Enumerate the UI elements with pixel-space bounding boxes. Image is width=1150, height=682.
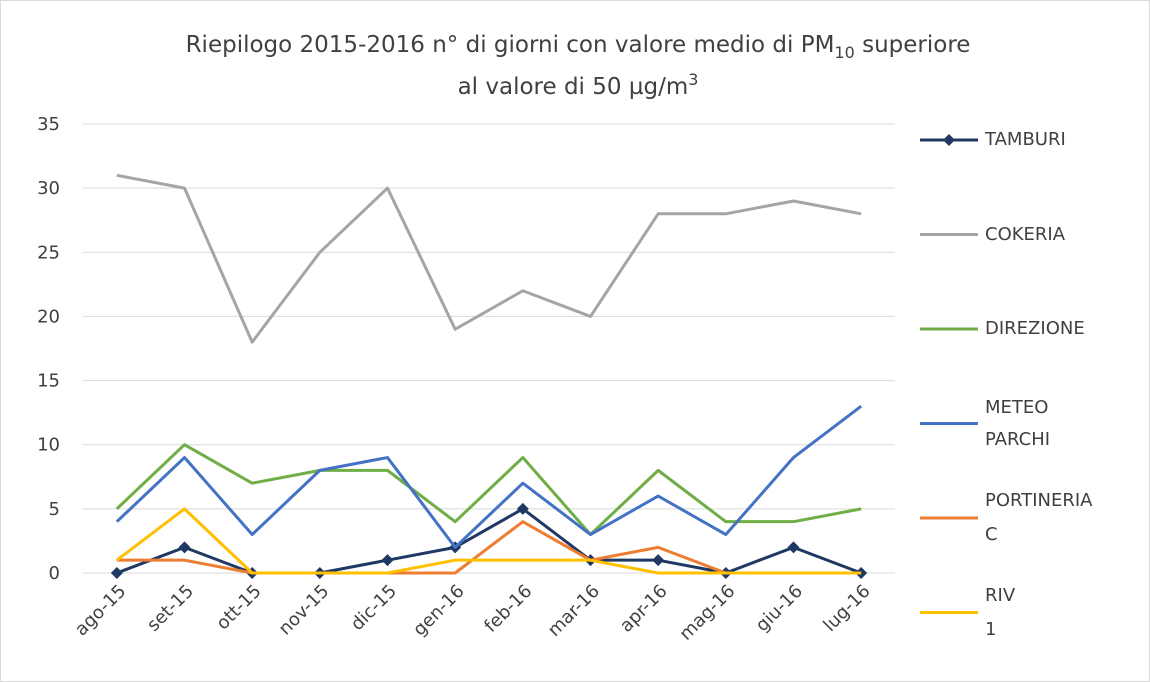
legend-marker (943, 134, 955, 146)
legend-label: DIREZIONE (985, 318, 1085, 339)
legend-label: RIV 1 (985, 584, 1016, 640)
title-part: Riepilogo 2015-2016 n° di giorni con val… (186, 32, 835, 58)
legend-label: PORTINERIA C (985, 490, 1093, 545)
legend-label: METEO PARCHI (985, 396, 1051, 450)
data-point (110, 567, 123, 579)
title-part: al valore di 50 µg/m (458, 74, 689, 100)
data-point (516, 502, 529, 515)
legend-label: COKERIA (985, 223, 1066, 245)
y-tick-label: 0 (49, 563, 60, 584)
series-line (116, 507, 862, 575)
y-tick-label: 30 (37, 178, 60, 199)
data-point (178, 541, 191, 554)
legend-label: TAMBURI (985, 129, 1066, 150)
series-line (115, 507, 862, 575)
data-point (652, 554, 665, 567)
y-tick-label: 25 (37, 242, 60, 263)
series-line (115, 405, 863, 549)
title-superscript: 3 (688, 70, 698, 89)
series-line (116, 173, 862, 344)
y-tick-label: 5 (49, 499, 60, 520)
chart-title: al valore di 50 µg/m3 (458, 70, 699, 100)
data-point (787, 541, 800, 554)
y-tick-label: 15 (37, 371, 60, 392)
title-part: superiore (855, 32, 971, 58)
chart-title: Riepilogo 2015-2016 n° di giorni con val… (186, 32, 971, 62)
y-tick-label: 35 (37, 114, 60, 135)
y-tick-label: 20 (37, 306, 60, 327)
title-subscript: 10 (834, 43, 854, 62)
y-tick-label: 10 (37, 435, 60, 456)
data-point (381, 554, 394, 567)
